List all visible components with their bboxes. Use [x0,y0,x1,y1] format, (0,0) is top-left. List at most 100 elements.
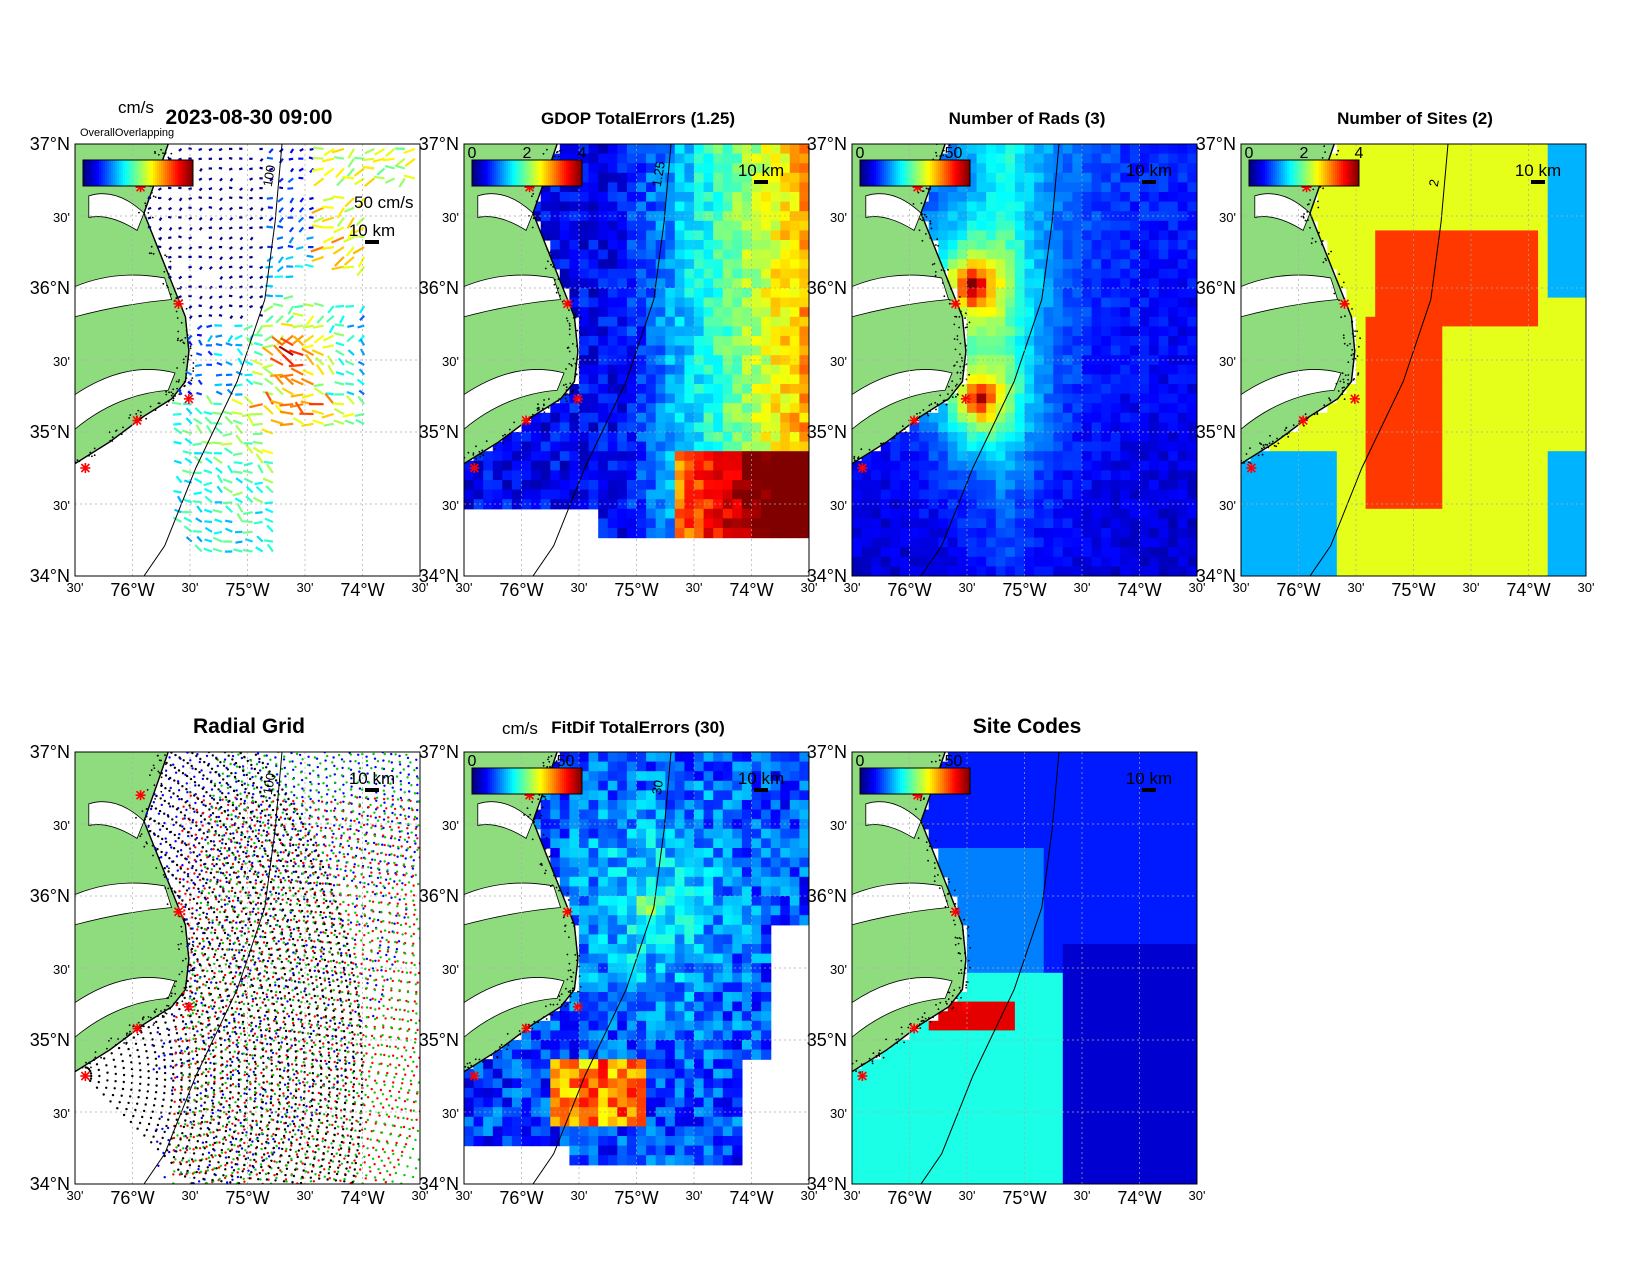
heatmap-cell [1034,566,1045,576]
heatmap-cell [1547,556,1558,567]
heatmap-cell [1298,528,1309,539]
heatmap-cell [1346,153,1357,164]
heatmap-cell [521,499,532,510]
heatmap-cell [751,355,762,366]
heatmap-cell [1451,441,1462,452]
heatmap-cell [1509,384,1520,395]
coast-dot [927,414,930,417]
heatmap-cell [617,412,628,423]
heatmap-cell [598,211,609,222]
heatmap-cell [1413,345,1424,356]
heatmap-cell [1014,172,1026,183]
colorbar [82,159,194,187]
heatmap-cell [1014,326,1026,337]
heatmap-cell [1082,537,1093,548]
heatmap-cell [655,201,666,212]
current-vector [188,147,192,150]
coast-dot [959,342,962,345]
heatmap-cell [1346,508,1357,519]
heatmap-cell [1062,566,1073,576]
current-vector [239,187,244,191]
heatmap-cell [1346,537,1357,548]
heatmap-cell [799,182,809,193]
heatmap-cell [1403,249,1415,260]
heatmap-cell [636,432,647,443]
heatmap-cell [1062,249,1073,260]
heatmap-cell [1120,288,1131,299]
heatmap-cell [751,518,762,529]
heatmap-cell [722,297,733,308]
heatmap-cell [1346,566,1357,576]
heatmap-cell [1101,403,1112,414]
heatmap-cell [1177,480,1188,491]
coast-dot [960,357,963,359]
current-vector [178,235,182,239]
heatmap-cell [684,240,695,251]
heatmap-cell [1091,307,1102,318]
heatmap-cell [1260,451,1271,462]
current-vector [228,236,233,240]
heatmap-cell [1538,364,1549,375]
coast-dot [947,385,950,388]
current-vector [321,246,334,251]
heatmap-cell [1451,451,1462,462]
lat-tick-label: 35°N [419,422,459,442]
heatmap-cell [1062,537,1073,548]
heatmap-cell [957,153,968,164]
heatmap-cell [1062,393,1073,404]
heatmap-cell [1053,384,1064,395]
heatmap-cell [1062,489,1073,500]
heatmap-cell [1327,556,1338,567]
current-vector [345,304,355,308]
current-vector [218,206,223,211]
current-vector [225,342,233,347]
coast-dot [165,255,168,258]
heatmap-cell [1082,249,1093,260]
heatmap-cell [674,345,685,356]
heatmap-cell [732,230,743,241]
heatmap-cell [1260,547,1271,558]
heatmap-cell [741,384,753,395]
current-vector [192,530,202,533]
heatmap-cell [1375,345,1386,356]
heatmap-cell [1110,480,1121,491]
heatmap-cell [1490,336,1501,347]
current-vector [246,413,254,425]
heatmap-cell [626,336,638,347]
heatmap-cell [1442,441,1453,452]
heatmap-cell [722,470,733,481]
heatmap-cell [1327,240,1338,251]
heatmap-cell [1432,278,1443,289]
current-vector [321,412,335,419]
heatmap-cell [1365,441,1376,452]
heatmap-cell [1442,316,1453,327]
heatmap-cell [967,412,978,423]
heatmap-cell [1499,259,1510,270]
coast-dot [571,343,574,345]
heatmap-cell [1101,499,1112,510]
heatmap-cell [1241,518,1252,529]
heatmap-cell [928,192,939,203]
current-vector [235,434,244,445]
heatmap-cell [799,249,809,260]
heatmap-cell [1442,220,1453,231]
current-vector [178,197,183,202]
current-vector [234,497,243,504]
heatmap-cell [1177,364,1188,375]
heatmap-cell [799,153,809,164]
heatmap-cell [569,480,580,491]
heatmap-cell [1005,451,1016,462]
heatmap-cell [976,364,987,375]
heatmap-cell [1403,230,1415,241]
heatmap-cell [780,268,791,279]
heatmap-cell [579,249,590,260]
heatmap-cell [761,163,772,174]
heatmap-cell [1139,451,1150,462]
heatmap-cell [1576,441,1586,452]
heatmap-cell [732,499,743,510]
heatmap-cell [617,307,628,318]
heatmap-cell [1490,432,1501,443]
heatmap-cell [928,508,939,519]
heatmap-cell [559,432,570,443]
current-vector [302,334,315,344]
